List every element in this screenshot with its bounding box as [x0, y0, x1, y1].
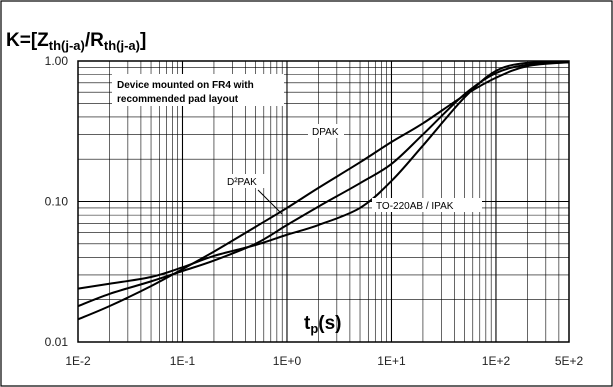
ticks-layer: 1E-2 1E-1 1E+0 1E+1 1E+2 5E+2 0.01 0.10 1.00: [45, 54, 584, 368]
xlabel-main: t: [304, 313, 311, 334]
series-line-0: [77, 61, 570, 321]
plot-border: [77, 60, 570, 343]
x-tick-label: 1E-2: [65, 354, 91, 368]
label-bg-dpak: [308, 124, 344, 138]
title-sub1: th(j-a): [49, 38, 85, 53]
x-tick-label: 1E+0: [273, 354, 302, 368]
xlabel-tail: (s): [318, 313, 341, 334]
x-axis-label: tp(s): [304, 313, 342, 336]
series-label-d2pak: D²PAK: [227, 177, 257, 188]
x-tick-label: 1E+1: [377, 354, 406, 368]
series-label-dpak: DPAK: [312, 127, 339, 138]
x-tick-label: 1E-1: [170, 354, 196, 368]
series-label-to220: TO-220AB / IPAK: [376, 201, 454, 212]
y-tick-label: 0.10: [45, 195, 69, 209]
title-sub2: th(j-a): [104, 38, 140, 53]
d2pak-pointer: [257, 189, 283, 215]
xlabel-sub: p: [310, 321, 318, 336]
title-lead: K=[Z: [6, 30, 49, 51]
x-tick-label: 5E+2: [555, 354, 584, 368]
title-mid: /R: [85, 30, 104, 51]
grid-layer: [78, 61, 569, 342]
label-bg-d2pak: [223, 174, 269, 188]
series-layer: [77, 61, 570, 321]
note-line-2: recommended pad layout: [117, 94, 239, 105]
y-tick-label: 1.00: [45, 54, 69, 68]
title-tail: ]: [140, 30, 146, 51]
note-line-1: Device mounted on FR4 with: [117, 80, 254, 91]
x-tick-label: 1E+2: [482, 354, 511, 368]
label-bg-to220: [372, 198, 482, 212]
series-line-2: [77, 61, 570, 290]
note-box: [112, 74, 284, 106]
chart-title: K=[Zth(j-a)/Rth(j-a)]: [6, 30, 146, 53]
y-tick-label: 0.01: [45, 335, 69, 349]
